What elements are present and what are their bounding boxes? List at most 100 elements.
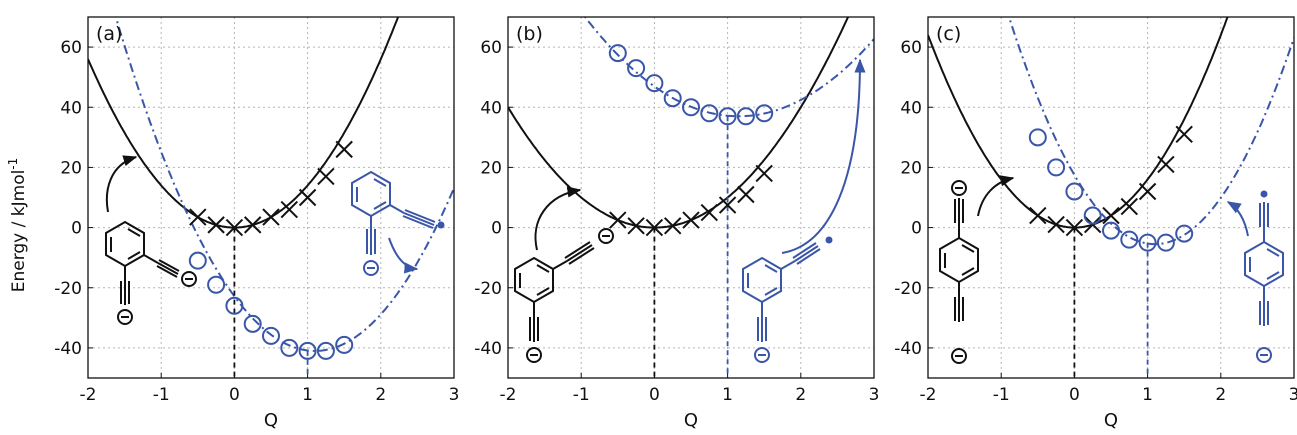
x-marker-stroke [262,208,280,226]
x-marker [298,188,317,207]
y-tick-label: 20 [480,158,502,178]
molecule-c-radical [1226,201,1284,363]
o-marker [627,59,646,78]
x-marker [1047,215,1065,234]
radical-dot-b [825,236,833,244]
x-tick-label: -1 [573,385,590,405]
x-marker [1157,155,1175,174]
o-marker [280,338,299,357]
x-marker [627,217,645,235]
x-tick-label: 3 [869,385,880,405]
y-axis-title-superscript: -1 [6,158,20,170]
x-marker-stroke [1102,206,1120,225]
x-marker-stroke [189,208,207,226]
molecule-a-anion [105,155,197,325]
plot-frame [507,16,875,379]
x-marker [243,216,262,234]
x-marker [1175,125,1193,144]
y-tick-label: 60 [900,38,922,58]
x-marker [317,167,335,186]
y-tick-label: 0 [491,219,502,239]
y-tick-label: 20 [900,158,922,178]
o-marker [1175,224,1194,243]
x-marker-stroke [700,203,719,222]
x-marker-stroke [1047,215,1065,234]
x-axis-label: Q [264,410,278,431]
x-marker-stroke [317,167,335,186]
y-tick-label: -20 [54,279,82,299]
y-tick-label: 40 [900,98,922,118]
x-tick-label: 2 [375,385,386,405]
x-tick-label: 1 [302,385,313,405]
x-tick-label: 0 [1069,385,1080,405]
radical-dot-c [1260,190,1268,198]
x-tick-label: -2 [500,385,517,405]
o-marker [1156,233,1175,252]
o-marker [755,104,774,123]
panel-a: -2 -1 0 1 2 3 -40 -20 0 20 40 60 (a) Q [54,16,460,431]
o-marker [718,107,737,126]
molecule-a-radical [351,170,436,276]
x-marker [663,217,682,235]
y-tick-label: -40 [474,339,502,359]
o-marker [225,296,244,315]
o-marker [700,104,719,123]
x-marker [755,164,773,183]
neutral-curve [508,17,850,229]
radical-curve [114,17,454,352]
x-marker [609,211,627,229]
radical-dot-a [437,221,445,229]
o-marker [1047,158,1066,177]
x-marker [1120,197,1139,216]
o-marker [1083,206,1102,225]
o-marker [1138,233,1157,252]
x-marker [189,208,207,226]
y-tick-label: 40 [60,98,82,118]
x-tick-label: 1 [722,385,733,405]
neutral-curve [88,17,400,229]
panel-label: (b) [516,23,543,45]
x-tick-label: -2 [920,385,937,405]
y-axis-title-text: Energy / kJmol [9,170,29,293]
x-marker-stroke [1120,197,1139,216]
y-tick-label: 0 [911,219,922,239]
x-marker [207,216,225,234]
o-marker [645,74,664,93]
x-marker [1083,215,1102,234]
x-marker-stroke [1138,182,1157,201]
o-marker [663,89,682,108]
x-marker-stroke [1065,218,1084,237]
panel-label: (a) [96,23,122,45]
o-marker [188,251,207,270]
x-marker [1138,182,1157,201]
x-marker [262,208,280,226]
o-marker [316,341,335,360]
molecule-b-anion [514,186,614,363]
y-tick-label: -40 [54,339,82,359]
x-marker [700,203,719,222]
x-tick-label: 3 [449,385,460,405]
x-tick-label: 2 [795,385,806,405]
x-marker-stroke [609,211,627,229]
x-marker [645,218,664,237]
x-marker-stroke [280,200,299,219]
o-marker [207,275,226,294]
x-marker-stroke [243,216,262,234]
x-tick-label: 0 [649,385,660,405]
panel-c: -2 -1 0 1 2 3 -40 -20 0 20 40 60 (c) Q [894,16,1297,431]
o-marker [682,98,700,117]
molecule-b-radical [742,58,866,363]
x-marker-stroke [718,196,737,214]
o-marker [608,44,627,63]
y-tick-label: 60 [60,38,82,58]
x-marker [1102,206,1120,225]
radical-curve [1007,17,1294,246]
x-axis-label: Q [1104,410,1118,431]
o-marker [1028,128,1047,147]
x-tick-label: 2 [1215,385,1226,405]
plot-frame [87,16,455,379]
y-tick-label: 20 [60,158,82,178]
y-tick-label: 0 [71,219,82,239]
x-marker-stroke [298,188,317,207]
